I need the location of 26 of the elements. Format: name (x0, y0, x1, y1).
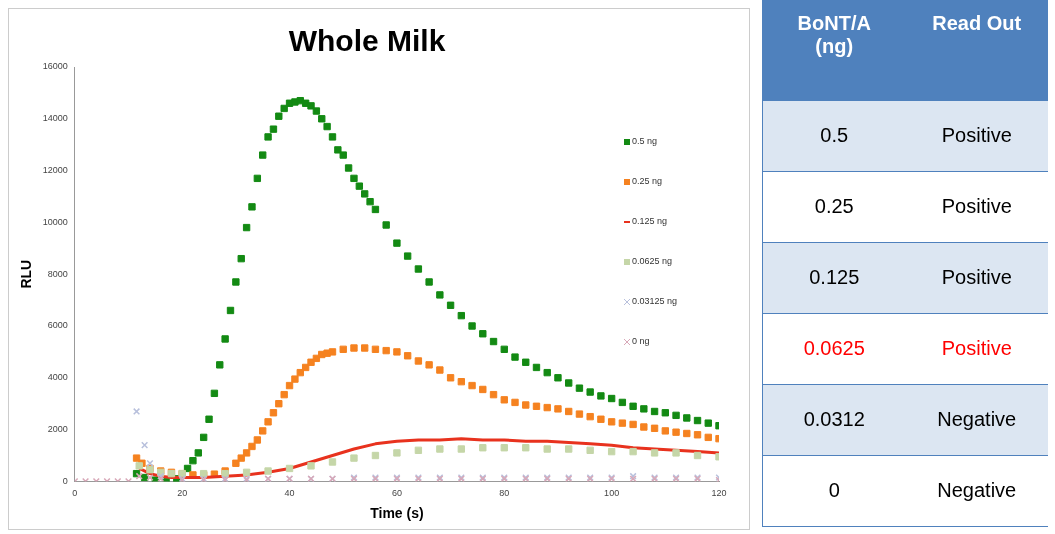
legend-label: 0.03125 ng (632, 296, 678, 307)
y-tick-label: 14000 (42, 113, 68, 124)
x-tick-label: 100 (604, 488, 620, 499)
legend-label: 0.25 ng (632, 176, 663, 187)
y-tick-label: 10000 (42, 216, 68, 227)
legend-label: 0 ng (632, 336, 650, 347)
readout-table: BoNT/A (ng) Read Out 0.5 Positive 0.25 Positive 0.125 Positive 0.0625 Positive 0.0312 Negative 0 Negative (762, 0, 1048, 527)
x-tick-label: 20 (177, 488, 188, 499)
x-axis-title: Time (s) (370, 505, 424, 522)
x-tick-label: 80 (499, 488, 510, 499)
y-tick-label: 2000 (47, 424, 68, 435)
x-tick-label: 60 (391, 488, 402, 499)
x-tick-label: 40 (284, 488, 295, 499)
y-tick-label: 6000 (47, 320, 68, 331)
y-tick-label: 4000 (47, 372, 68, 383)
x-tick-label: 120 (711, 488, 727, 499)
y-axis-title: RLU (18, 259, 35, 289)
chart-title: Whole Milk (288, 24, 446, 58)
legend-label: 0.0625 ng (632, 256, 673, 267)
legend-label: 0.125 ng (632, 216, 668, 227)
x-tick-label: 0 (72, 488, 78, 499)
y-tick-label: 12000 (42, 165, 68, 176)
legend-label: 0.5 ng (632, 136, 658, 147)
y-tick-label: 8000 (47, 268, 68, 279)
y-tick-label: 16000 (42, 61, 68, 72)
y-tick-label: 0 (62, 475, 68, 486)
